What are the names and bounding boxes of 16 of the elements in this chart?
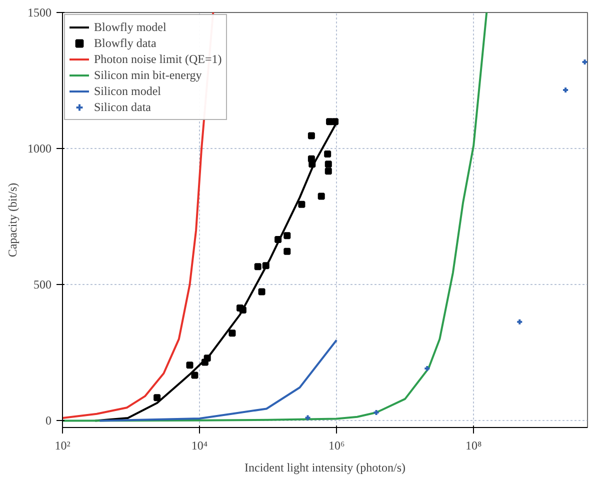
x-axis-title: Incident light intensity (photon/s) <box>244 460 406 474</box>
y-tick-label: 1500 <box>28 6 52 20</box>
legend-label: Blowfly data <box>94 36 156 50</box>
y-tick-label: 0 <box>46 414 52 428</box>
y-axis-title: Capacity (bit/s) <box>6 182 20 258</box>
x-tick-label: 10⁴ <box>191 438 208 452</box>
legend-label: Silicon data <box>94 100 151 114</box>
x-tick-label: 10⁸ <box>465 438 482 452</box>
legend-label: Silicon min bit-energy <box>94 68 202 82</box>
y-tick-label: 1000 <box>28 142 52 156</box>
y-tick-label: 500 <box>34 278 52 292</box>
x-tick-label: 10² <box>54 438 71 452</box>
x-tick-label: 10⁶ <box>328 438 345 452</box>
legend-label: Blowfly model <box>94 20 166 34</box>
legend-label: Photon noise limit (QE=1) <box>94 52 222 66</box>
legend-label: Silicon model <box>94 84 161 98</box>
